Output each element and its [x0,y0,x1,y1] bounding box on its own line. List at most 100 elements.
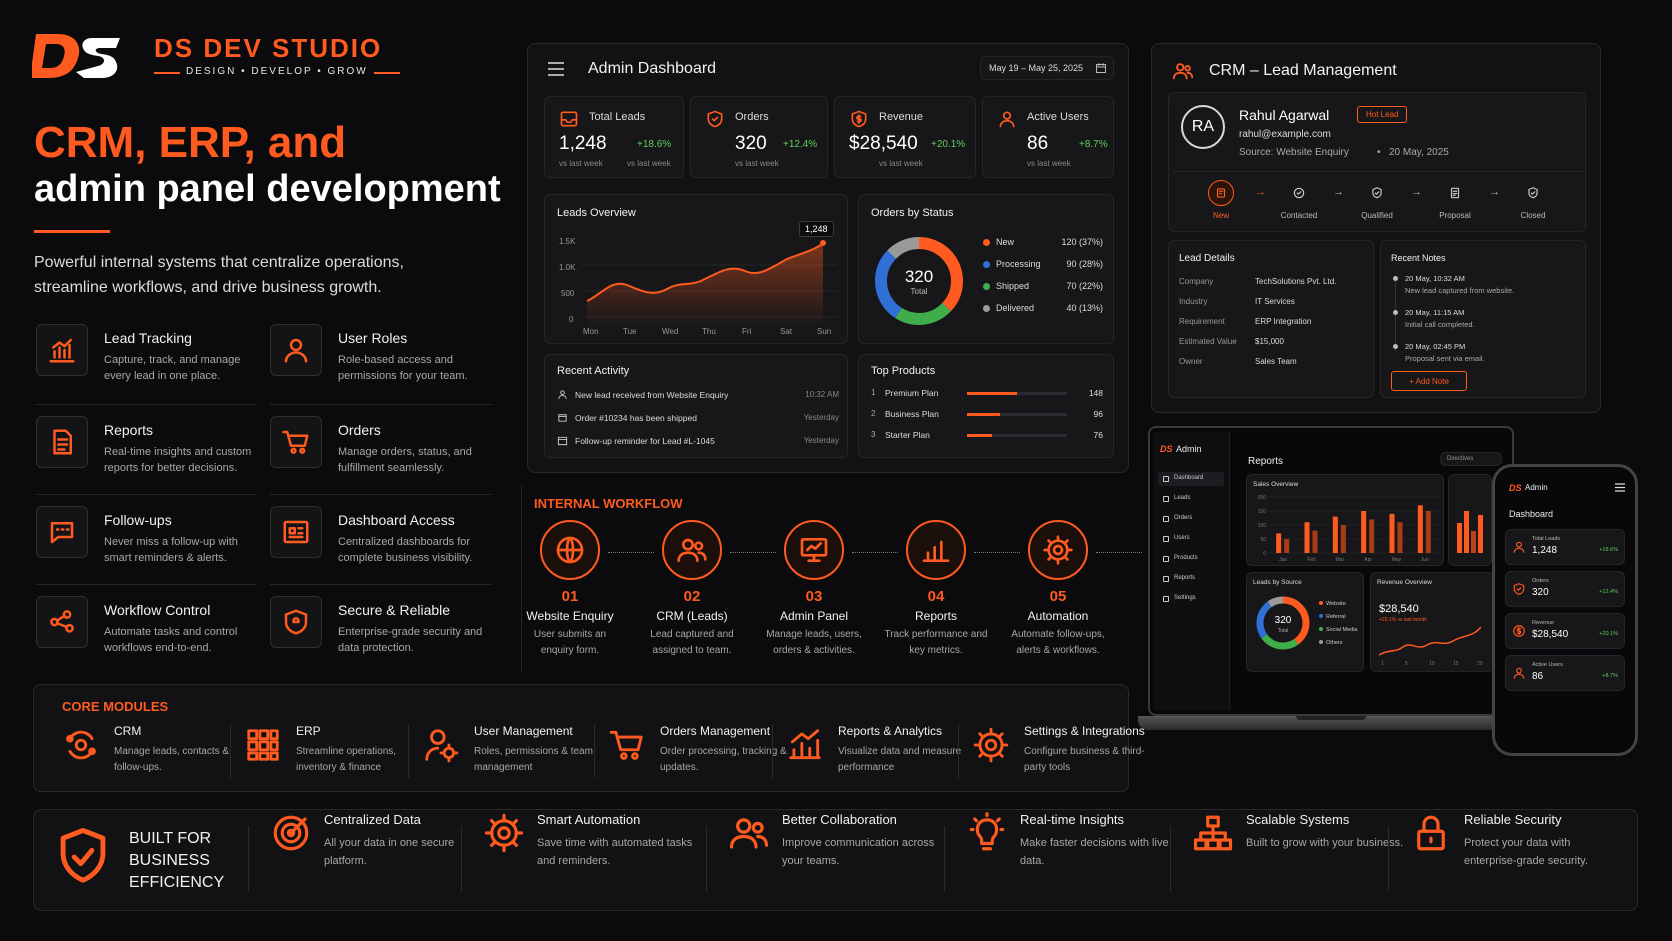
module-reports-analytics[interactable]: Reports & Analytics Visualize data and me… [782,720,962,780]
laptop-dropdown[interactable]: Directives [1440,452,1502,466]
product-row[interactable]: 1 Premium Plan 148 [871,387,1103,401]
stage-closed[interactable]: Closed [1503,180,1563,226]
detail-key: Owner [1179,357,1203,366]
source-title: Leads by Source [1253,579,1302,586]
legend-dot [1319,614,1323,618]
stage-proposal[interactable]: Proposal [1425,180,1485,226]
sales-bar[interactable] [1397,522,1403,553]
module-user-management[interactable]: User Management Roles, permissions & team… [418,720,598,780]
module-orders-management[interactable]: Orders Management Order processing, track… [604,720,787,780]
recent-notes-card: Recent Notes 20 May, 10:32 AM New lead ca… [1380,240,1586,398]
stage-label: Contacted [1280,211,1318,220]
stat-card-total-leads[interactable]: Total Leads 1,248 +18.6% vs last week vs… [544,96,684,178]
logo [32,28,128,84]
activity-item[interactable]: Order #10234 has been shipped Yesterday [557,412,839,428]
revenue-xtick: 10 [1429,661,1435,667]
sales-bar[interactable] [1276,533,1282,553]
detail-value: TechSolutions Pvt. Ltd. [1255,277,1337,286]
laptop-nav-item-leads[interactable]: Leads [1158,492,1224,506]
phone-menu-icon[interactable] [1615,483,1625,492]
stage-new[interactable]: New [1191,180,1251,226]
sales-bar[interactable] [1340,525,1346,553]
legend-delivered[interactable]: Delivered 40 (13%) [983,303,1103,313]
sales-bar[interactable] [1332,516,1338,553]
feature-follow-ups: Follow-ups Never miss a follow-up with s… [36,506,266,586]
user-icon [270,324,322,376]
laptop-nav-item-products[interactable]: Products [1158,552,1224,566]
workflow-step-title: Admin Panel [779,609,849,623]
benefit-divider [248,826,249,892]
sales-bar[interactable] [1304,522,1310,553]
orders-status-title: Orders by Status [871,207,954,219]
legend-new[interactable]: New 120 (37%) [983,237,1103,247]
workflow-step-02[interactable]: 02 CRM (Leads) Lead captured and assigned … [632,520,752,659]
laptop-nav-item-reports[interactable]: Reports [1158,572,1224,586]
sales-bar[interactable] [1425,511,1431,553]
phone-stat-card[interactable]: Revenue $28,540 +20.1% [1505,613,1625,649]
lead-source: Source: Website Enquiry [1239,147,1349,158]
cart-icon [608,726,646,764]
note-text: Proposal sent via email. [1405,354,1485,363]
workflow-step-desc: User submits an enquiry form. [533,629,607,656]
recent-activity-card: Recent Activity New lead received from W… [544,354,848,458]
laptop-nav-item-orders[interactable]: Orders [1158,512,1224,526]
feature-title: Orders [338,422,381,438]
sales-bar[interactable] [1389,513,1395,553]
sales-bar[interactable] [1312,530,1318,553]
notes-timeline-line [1395,279,1396,351]
nav-label: Dashboard [1174,475,1204,481]
benefit-desc: All your data in one secure platform. [324,837,455,867]
module-title: ERP [296,724,321,738]
feature-divider [36,584,256,585]
phone-stat-card[interactable]: Orders 320 +12.4% [1505,571,1625,607]
feature-orders: Orders Manage orders, status, and fulfil… [270,416,500,496]
avatar[interactable]: RA [1181,105,1225,149]
workflow-step-01[interactable]: 01 Website Enquiry User submits an enquiry… [510,520,630,659]
phone-stat-card[interactable]: Total Leads 1,248 +18.6% [1505,529,1625,565]
sales-bar[interactable] [1361,511,1367,553]
module-settings-integrations[interactable]: Settings & Integrations Configure busines… [968,720,1148,780]
sales-bar[interactable] [1417,505,1423,553]
add-note-button[interactable]: + Add Note [1391,371,1467,391]
module-divider [230,724,231,778]
phone-stat-label: Active Users [1532,662,1563,668]
legend-processing[interactable]: Processing 90 (28%) [983,259,1103,269]
laptop-nav-item-settings[interactable]: Settings [1158,592,1224,606]
sales-bar[interactable] [1369,519,1375,553]
stat-card-active-users[interactable]: Active Users 86 +8.7% vs last week [982,96,1114,178]
workflow-title: INTERNAL WORKFLOW [534,496,683,511]
user-icon [557,389,568,400]
feature-dashboard-access: Dashboard Access Centralized dashboards … [270,506,500,586]
laptop-brand: Admin [1176,444,1202,454]
legend-shipped[interactable]: Shipped 70 (22%) [983,281,1103,291]
lead-email[interactable]: rahul@example.com [1239,129,1331,140]
users-icon [662,520,722,580]
hamburger-icon[interactable] [548,62,564,76]
module-crm[interactable]: CRM Manage leads, contacts & follow-ups. [58,720,238,780]
product-row[interactable]: 2 Business Plan 96 [871,408,1103,422]
activity-item[interactable]: Follow-up reminder for Lead #L-1045 Yest… [557,435,839,451]
laptop-nav-item-dashboard[interactable]: Dashboard [1158,472,1224,486]
stat-card-orders[interactable]: Orders 320 +12.4% vs last week [690,96,828,178]
detail-value: IT Services [1255,297,1295,306]
leads-by-source-card: Leads by Source 320 Total Website Referr… [1246,572,1364,672]
workflow-step-05[interactable]: 05 Automation Automate follow-ups, alerts … [998,520,1118,659]
activity-item[interactable]: New lead received from Website Enquiry 1… [557,389,839,405]
stat-card-revenue[interactable]: Revenue $28,540 +20.1% vs last week [834,96,976,178]
module-erp[interactable]: ERP Streamline operations, inventory & fi… [240,720,420,780]
stage-qualified[interactable]: Qualified [1347,180,1407,226]
sales-bar[interactable] [1284,539,1290,553]
phone-stat-card[interactable]: Active Users 86 +8.7% [1505,655,1625,691]
module-title: Orders Management [660,724,771,738]
product-row[interactable]: 3 Starter Plan 76 [871,429,1103,443]
date-range-picker[interactable]: May 19 – May 25, 2025 [980,56,1114,80]
source-donut [1256,596,1310,650]
feature-desc: Never miss a follow-up with smart remind… [104,536,238,564]
feature-desc: Automate tasks and control workflows end… [104,626,238,654]
workflow-step-03[interactable]: 03 Admin Panel Manage leads, users, orders… [754,520,874,659]
phone-title: Dashboard [1509,509,1554,519]
workflow-step-04[interactable]: 04 Reports Track performance and key metri… [876,520,996,659]
laptop-nav-item-users[interactable]: Users [1158,532,1224,546]
stage-contacted[interactable]: Contacted [1269,180,1329,226]
legend-item: Referral [1319,614,1363,620]
